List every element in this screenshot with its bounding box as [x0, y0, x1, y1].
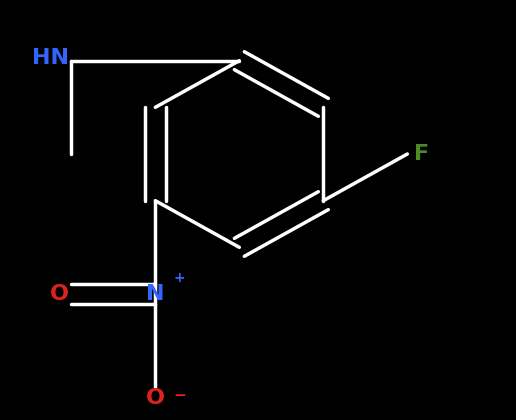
- Text: O: O: [50, 284, 69, 304]
- Text: N: N: [146, 284, 165, 304]
- Text: +: +: [173, 270, 185, 285]
- Text: HN: HN: [32, 48, 69, 68]
- Text: O: O: [146, 388, 165, 408]
- Text: −: −: [173, 388, 186, 403]
- Text: F: F: [414, 144, 429, 164]
